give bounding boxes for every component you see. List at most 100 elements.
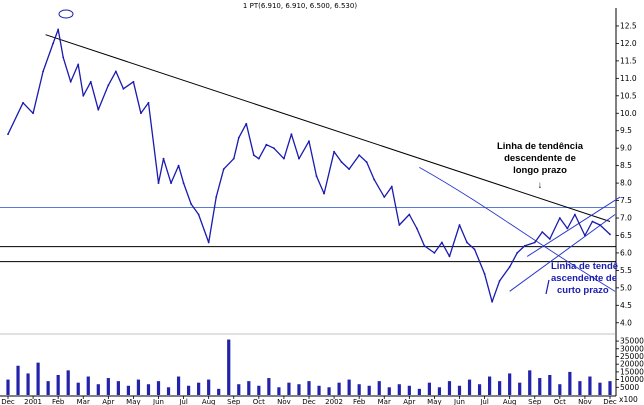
short-term-annotation: Linha de tendê ascendente de curto prazo: [545, 261, 618, 296]
volume-bar: [297, 384, 301, 395]
volume-bar: [247, 381, 251, 395]
volume-bar: [538, 378, 542, 395]
price-point: [82, 94, 85, 97]
price-point: [69, 80, 72, 83]
price-tick-label: 4.5: [620, 301, 632, 310]
volume-bar: [447, 381, 452, 395]
date-tick-label: Mar: [378, 398, 391, 405]
price-point: [283, 157, 285, 160]
volume-bar: [146, 384, 151, 395]
date-tick-label: Feb: [52, 398, 65, 405]
price-point: [533, 241, 536, 244]
price-tick-label: 6.0: [620, 248, 632, 257]
volume-bar: [347, 379, 351, 395]
date-tick-label: Feb: [353, 398, 366, 405]
price-point: [365, 161, 368, 164]
price-tick-label: 10.5: [620, 91, 637, 100]
price-tick-label: 5.0: [620, 283, 632, 292]
volume-bar: [427, 382, 431, 395]
long-term-label-line2: descendente de: [504, 153, 576, 164]
volume-bar: [66, 370, 70, 395]
date-tick-label: Mar: [77, 398, 90, 405]
price-tick-label: 7.5: [620, 196, 632, 205]
volume-bar: [217, 388, 221, 395]
volume-tick-label: 25000: [620, 352, 644, 361]
volume-bar: [56, 374, 60, 395]
price-point: [89, 80, 92, 83]
date-tick-label: Dec: [603, 398, 617, 405]
price-point: [599, 224, 601, 226]
price-point: [383, 196, 386, 198]
volume-tick-label: 20000: [620, 360, 644, 369]
price-point: [222, 168, 225, 171]
price-point: [207, 241, 210, 244]
volume-bar: [578, 381, 582, 395]
price-point: [157, 182, 160, 184]
price-point: [466, 241, 468, 244]
price-point: [62, 56, 65, 59]
volume-bar: [548, 374, 552, 395]
price-point: [584, 234, 586, 237]
volume-bar: [367, 385, 371, 395]
date-tick-label: Oct: [554, 398, 566, 405]
price-tick-label: 4.0: [620, 318, 632, 327]
price-point: [491, 300, 494, 303]
price-point: [415, 227, 418, 230]
price-point: [107, 84, 110, 87]
horizontal-support-lines: [0, 207, 616, 263]
price-point: [52, 42, 55, 45]
date-tick-label: Jun: [453, 398, 465, 405]
price-point: [308, 140, 310, 143]
price-point: [97, 108, 100, 111]
date-tick-label: Dec: [1, 398, 15, 405]
price-point: [516, 252, 519, 254]
volume-bar: [608, 381, 612, 395]
price-point: [237, 136, 240, 139]
price-point: [170, 182, 172, 184]
short-term-label-line3: curto prazo: [557, 285, 609, 296]
long-trendline: [45, 34, 611, 222]
price-point: [566, 227, 569, 230]
volume-bar: [598, 382, 602, 395]
price-point: [114, 70, 117, 73]
volume-bar: [437, 387, 442, 395]
date-tick-label: Jun: [152, 398, 164, 405]
date-tick-label: Aug: [202, 398, 216, 405]
price-point: [140, 112, 142, 115]
date-tick-label: 2002: [325, 398, 343, 405]
volume-bar: [46, 381, 50, 395]
volume-bar: [187, 385, 191, 395]
price-tick-label: 9.0: [620, 144, 632, 153]
price-axis-ticks: 4.0 4.5 5.0 5.5 6.0 6.5 7.0 7.5 8.0 8.5 9.0 9.5 10.0…: [616, 21, 637, 327]
price-point: [390, 185, 393, 188]
price-point: [22, 101, 24, 104]
price-tick-label: 12.5: [620, 21, 637, 30]
channel-lower: [509, 214, 616, 292]
volume-bar: [277, 387, 281, 395]
volume-bar: [26, 373, 30, 395]
date-tick-label: May: [126, 398, 140, 405]
volume-bar: [307, 381, 311, 395]
volume-bar: [508, 373, 512, 395]
price-point: [448, 255, 451, 258]
volume-bar: [6, 379, 10, 395]
volume-bar: [237, 384, 241, 395]
price-point: [573, 213, 576, 216]
date-tick-label: 2001: [24, 398, 42, 405]
volume-tick-label: 30000: [620, 344, 644, 353]
short-term-label-line1: Linha de tendê: [551, 261, 618, 272]
price-point: [373, 178, 376, 181]
volume-bar: [176, 376, 181, 395]
curved-trendline: [419, 166, 616, 292]
price-point: [265, 143, 268, 146]
volume-bar: [106, 378, 110, 395]
price-point: [358, 154, 361, 157]
price-point: [591, 220, 594, 223]
price-point: [508, 265, 511, 268]
price-point: [147, 101, 150, 104]
volume-bar: [317, 385, 321, 395]
price-point: [541, 231, 544, 233]
volume-bar: [227, 339, 231, 395]
